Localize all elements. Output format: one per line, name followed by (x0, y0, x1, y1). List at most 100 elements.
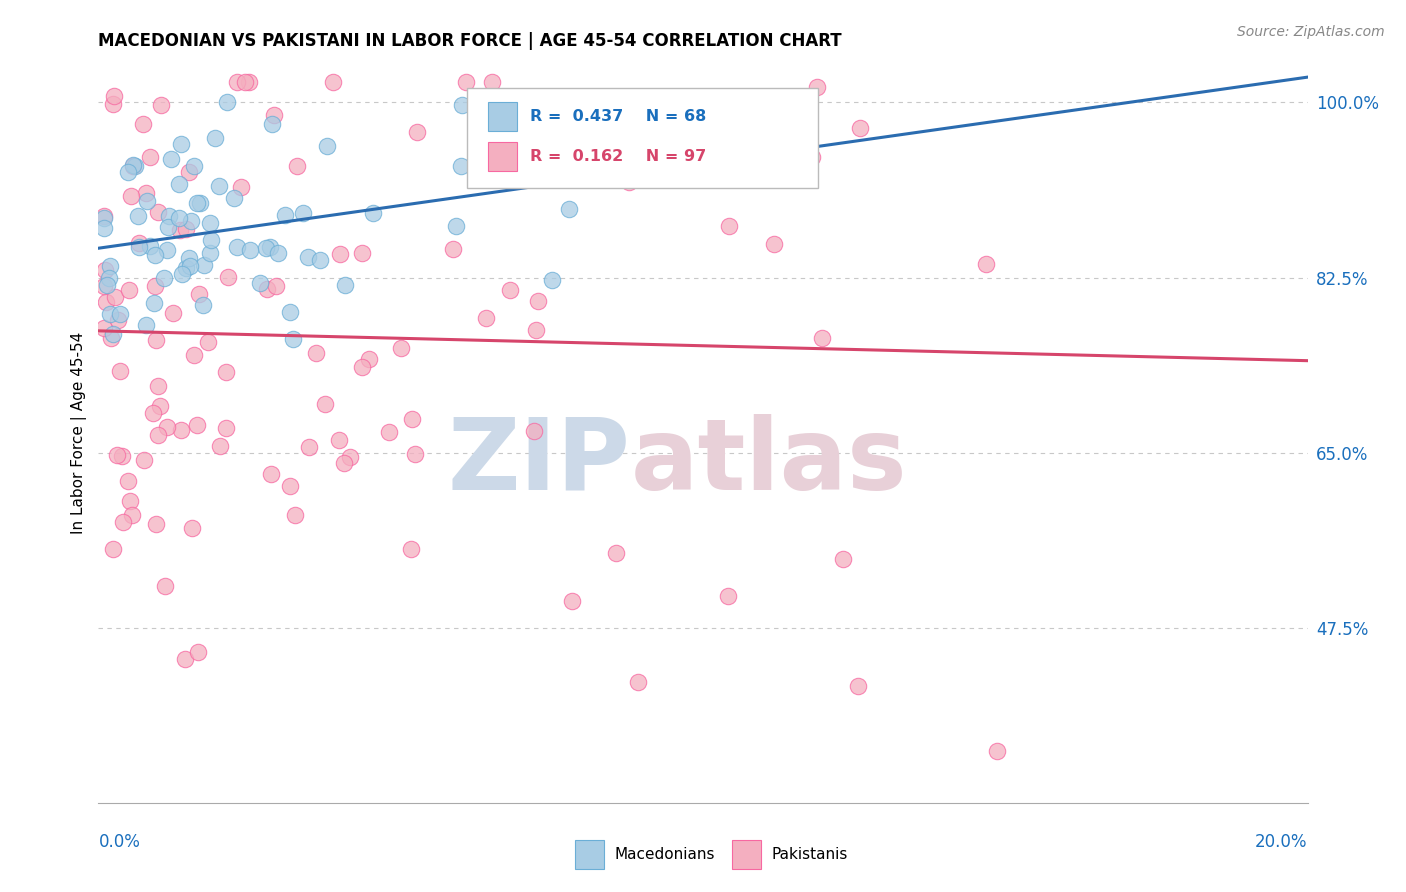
Point (481, 75, 503, 89)
Point (527, 294, 550, 309)
Y-axis label: In Labor Force | Age 45-54: In Labor Force | Age 45-54 (72, 332, 87, 533)
Point (111, 449, 134, 463)
Point (450, 159, 472, 173)
Point (207, 178, 229, 193)
Point (200, 245, 222, 260)
Point (322, 75, 344, 89)
Point (848, 120, 870, 135)
Point (191, 298, 214, 312)
Point (314, 397, 336, 411)
Point (526, 122, 548, 136)
Point (456, 75, 478, 89)
Point (617, 175, 640, 189)
Point (128, 240, 150, 254)
Point (475, 310, 498, 325)
Point (266, 278, 288, 293)
Point (183, 348, 205, 362)
Text: ZIP: ZIP (447, 414, 630, 511)
Point (291, 206, 314, 220)
Point (145, 333, 167, 347)
Point (190, 195, 212, 210)
Point (93, 211, 115, 225)
Point (108, 307, 131, 321)
Point (259, 467, 281, 481)
Point (263, 108, 285, 122)
Point (101, 327, 124, 342)
Point (664, 147, 686, 161)
Text: 0.0%: 0.0% (98, 833, 141, 851)
Point (561, 594, 583, 608)
Point (208, 439, 231, 453)
Point (170, 423, 193, 437)
Point (281, 332, 304, 346)
Point (101, 96, 124, 111)
Point (359, 351, 381, 366)
Point (153, 579, 176, 593)
Point (308, 252, 330, 267)
Point (225, 75, 247, 89)
Point (124, 159, 146, 173)
Point (450, 97, 472, 112)
Point (127, 209, 149, 223)
Point (593, 160, 616, 174)
Point (157, 209, 180, 223)
Point (333, 278, 356, 293)
Point (328, 434, 350, 448)
Point (215, 95, 238, 109)
FancyBboxPatch shape (575, 840, 603, 870)
Point (278, 479, 301, 493)
Point (98, 307, 121, 321)
Point (104, 290, 127, 304)
Point (238, 75, 260, 89)
Point (231, 180, 253, 194)
Point (135, 318, 157, 333)
Point (224, 191, 246, 205)
Point (200, 216, 222, 230)
Point (100, 331, 122, 345)
Point (316, 139, 339, 153)
Point (401, 411, 423, 425)
Point (801, 150, 824, 164)
Point (96, 277, 118, 292)
Point (117, 164, 139, 178)
Text: Macedonians: Macedonians (614, 847, 716, 863)
Point (172, 267, 194, 281)
Point (169, 177, 191, 191)
Point (139, 150, 162, 164)
Point (217, 269, 239, 284)
Point (170, 136, 193, 151)
Point (120, 189, 142, 203)
Text: MACEDONIAN VS PAKISTANI IN LABOR FORCE | AGE 45-54 CORRELATION CHART: MACEDONIAN VS PAKISTANI IN LABOR FORCE |… (98, 32, 842, 50)
Point (260, 117, 283, 131)
Text: 20.0%: 20.0% (1256, 833, 1308, 851)
Point (146, 428, 169, 442)
Point (179, 259, 201, 273)
Point (186, 196, 208, 211)
Point (523, 425, 546, 439)
Point (363, 206, 385, 220)
Point (389, 342, 412, 356)
Point (153, 271, 176, 285)
Point (156, 244, 179, 258)
Point (616, 171, 638, 186)
Point (557, 202, 579, 216)
Point (93, 209, 115, 223)
Point (107, 313, 129, 327)
Point (150, 98, 173, 112)
Point (149, 400, 172, 414)
Text: R =  0.437    N = 68: R = 0.437 N = 68 (530, 109, 706, 124)
Point (638, 92, 661, 106)
Point (747, 95, 769, 109)
Point (111, 515, 134, 529)
Point (174, 260, 197, 275)
Point (169, 223, 191, 237)
Point (499, 283, 522, 297)
Point (167, 211, 190, 225)
Point (118, 283, 141, 297)
Text: R =  0.162    N = 97: R = 0.162 N = 97 (530, 149, 706, 164)
FancyBboxPatch shape (733, 840, 761, 870)
Point (215, 421, 238, 435)
Point (811, 331, 834, 345)
Point (233, 75, 256, 89)
Point (446, 219, 468, 234)
